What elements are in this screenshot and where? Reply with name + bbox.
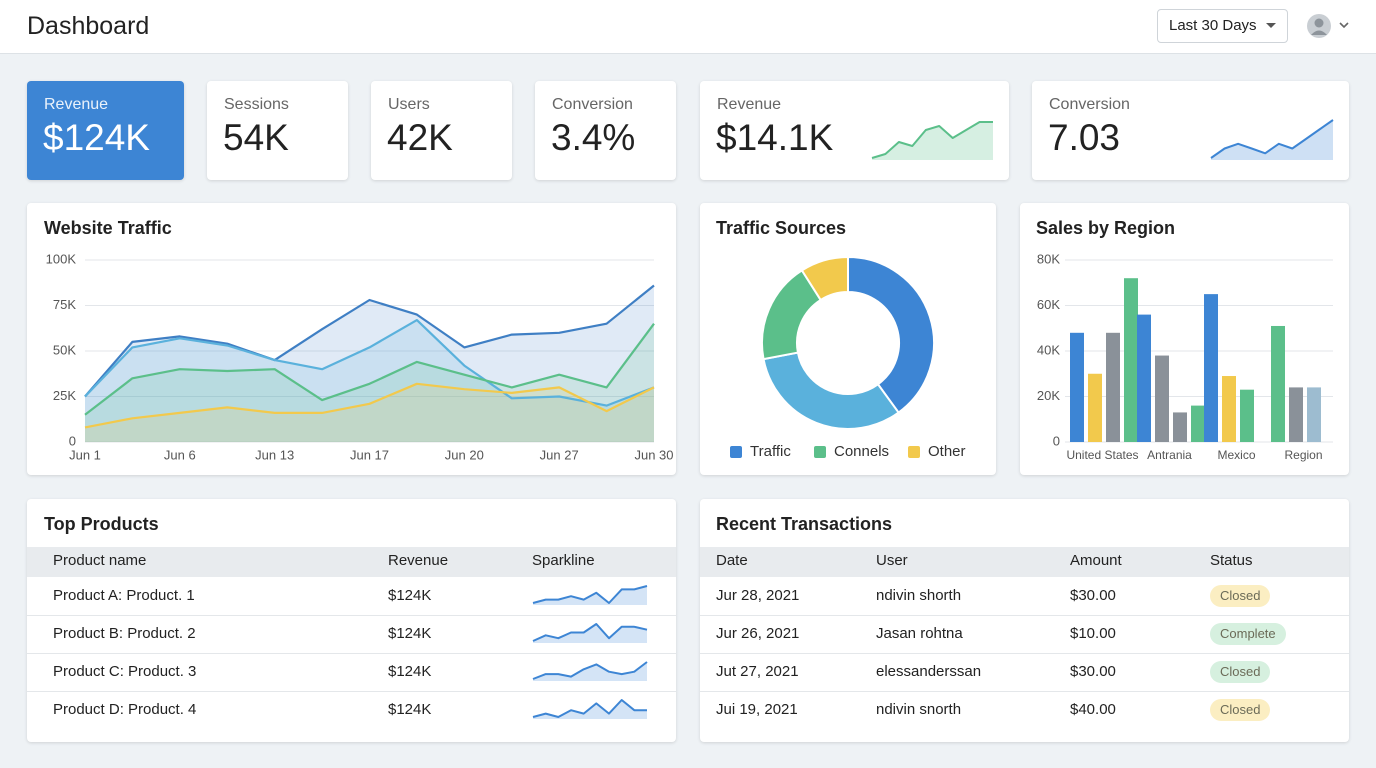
row-separator [27, 653, 676, 654]
date-range-select[interactable]: Last 30 Days [1157, 9, 1288, 43]
status-badge: Closed [1210, 585, 1271, 607]
dropdown-caret [1266, 23, 1276, 28]
column-header: User [876, 552, 908, 569]
panel-title: Website Traffic [44, 218, 172, 238]
product-name: Product C: Product. 3 [53, 663, 197, 680]
column-header: Status [1210, 552, 1253, 569]
column-header: Date [716, 552, 748, 569]
transaction-amount: $40.00 [1070, 701, 1116, 718]
product-revenue: $124K [388, 625, 432, 642]
kpi-value: 54K [223, 117, 289, 158]
row-separator [700, 691, 1349, 692]
user-menu[interactable] [1305, 11, 1355, 41]
status-badge: Complete [1210, 623, 1286, 645]
sources-panel: Traffic Sources [700, 203, 996, 475]
column-header: Revenue [388, 552, 449, 569]
kpi-label: Conversion [552, 96, 633, 113]
transaction-date: Jui 19, 2021 [716, 701, 798, 718]
panel-title: Recent Transactions [716, 514, 893, 534]
page-title: Dashboard [27, 12, 150, 40]
kpi-label: Users [388, 96, 430, 113]
panel-title: Top Products [44, 514, 159, 534]
region-panel: Sales by Region [1020, 203, 1349, 475]
column-header: Sparkline [532, 552, 595, 569]
kpi-card [535, 81, 676, 180]
kpi-card [371, 81, 512, 180]
traffic-panel: Website Traffic [27, 203, 676, 475]
transaction-date: Jur 28, 2021 [716, 587, 800, 604]
transaction-amount: $30.00 [1070, 587, 1116, 604]
status-badge: Closed [1210, 661, 1271, 683]
transaction-amount: $10.00 [1070, 625, 1116, 642]
transaction-user: Jasan rohtna [876, 625, 963, 642]
kpi-label: Conversion [1049, 96, 1130, 113]
panel-title: Traffic Sources [716, 218, 847, 238]
row-separator [27, 691, 676, 692]
product-revenue: $124K [388, 663, 432, 680]
kpi-label: Revenue [44, 96, 109, 113]
kpi-label: Revenue [717, 96, 782, 113]
kpi-value: 3.4% [551, 117, 636, 158]
table-header-band [700, 547, 1349, 577]
top-bar [0, 0, 1376, 54]
date-range-label: Last 30 Days [1169, 17, 1257, 34]
panel-title: Sales by Region [1036, 218, 1176, 238]
product-revenue: $124K [388, 701, 432, 718]
product-name: Product A: Product. 1 [53, 587, 195, 604]
product-name: Product B: Product. 2 [53, 625, 196, 642]
column-header: Amount [1070, 552, 1122, 569]
status-badge: Closed [1210, 699, 1271, 721]
kpi-label: Sessions [224, 96, 289, 113]
transaction-user: ndivin snorth [876, 701, 962, 718]
transaction-user: ndivin shorth [876, 587, 962, 604]
row-separator [700, 653, 1349, 654]
table-header-band [27, 547, 676, 577]
kpi-value: $14.1K [716, 117, 834, 158]
transaction-user: elessanderssan [876, 663, 982, 680]
row-separator [27, 615, 676, 616]
kpi-value: 42K [387, 117, 453, 158]
product-revenue: $124K [388, 587, 432, 604]
kpi-value: $124K [43, 117, 150, 158]
column-header: Product name [53, 552, 147, 569]
transaction-date: Jur 26, 2021 [716, 625, 800, 642]
row-separator [700, 615, 1349, 616]
transaction-amount: $30.00 [1070, 663, 1116, 680]
kpi-card [27, 81, 184, 180]
kpi-card [207, 81, 348, 180]
transaction-date: Jut 27, 2021 [716, 663, 799, 680]
product-name: Product D: Product. 4 [53, 701, 197, 718]
kpi-value: 7.03 [1048, 117, 1121, 158]
